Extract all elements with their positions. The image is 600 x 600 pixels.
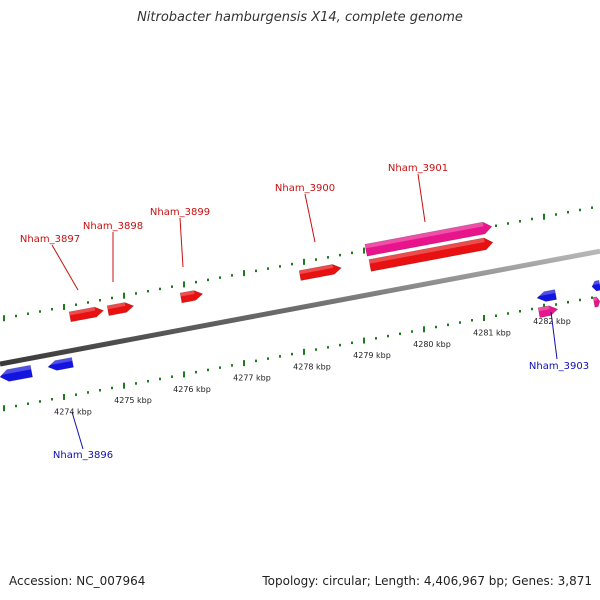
kbp-label: 4276 kbp xyxy=(173,385,211,394)
gene-edge-reverse-cds-shape xyxy=(591,279,600,292)
gene-nham-3901-cds xyxy=(368,237,494,272)
genome-stats: Topology: circular; Length: 4,406,967 bp… xyxy=(262,574,592,588)
gene-label-nham-3899: Nham_3899 xyxy=(150,207,210,218)
gene-label-nham-3898: Nham_3898 xyxy=(83,221,143,232)
kbp-label: 4278 kbp xyxy=(293,362,331,371)
leader-line-nham-3900 xyxy=(304,193,316,243)
gene-nham-3900-cds-highlight xyxy=(299,264,334,275)
gene-nham-3901-cds-shape xyxy=(368,237,494,272)
gene-nham-3903-cds-shape xyxy=(536,289,557,302)
gene-nham-3903-cds-highlight xyxy=(536,289,556,297)
gene-nham-3899-cds-highlight xyxy=(180,290,195,297)
gene-label-nham-3901: Nham_3901 xyxy=(388,163,448,174)
gene-edge-reverse-rna-highlight xyxy=(593,296,597,301)
leader-line-nham-3896 xyxy=(71,411,84,450)
map-title: Nitrobacter hamburgensis X14, complete g… xyxy=(137,10,463,25)
gene-nham-3900-cds xyxy=(298,264,342,281)
gene-nham-3899-cds xyxy=(179,290,204,304)
gene-nham-3898-cds-shape xyxy=(106,302,135,316)
gene-unnamed-reverse-cds-highlight xyxy=(47,357,73,366)
leader-line-nham-3901 xyxy=(417,173,426,223)
kbp-label: 4281 kbp xyxy=(473,329,511,338)
gene-nham-3903-rna-shape xyxy=(537,305,559,318)
leader-line-nham-3903 xyxy=(550,311,558,360)
gene-edge-reverse-rna xyxy=(592,296,600,308)
genome-backbone xyxy=(0,248,600,367)
kbp-label: 4279 kbp xyxy=(353,351,391,360)
leader-line-nham-3899 xyxy=(179,217,184,268)
gene-label-nham-3897: Nham_3897 xyxy=(20,234,80,245)
gene-edge-reverse-cds-highlight xyxy=(591,280,600,286)
gene-nham-3903-rna-highlight xyxy=(538,305,550,312)
gene-label-nham-3896: Nham_3896 xyxy=(53,450,113,461)
gene-unnamed-reverse-cds-shape xyxy=(47,357,74,371)
lower-tick-row xyxy=(3,296,593,412)
backbone-line xyxy=(0,248,600,367)
gene-nham-3903-rna xyxy=(537,305,559,318)
gene-edge-reverse-rna-shape xyxy=(592,296,600,308)
kbp-label: 4275 kbp xyxy=(114,396,152,405)
gene-nham-3897-cds-highlight xyxy=(69,307,96,316)
gene-nham-3901-rna-shape xyxy=(364,221,493,257)
gene-nham-3901-rna-highlight xyxy=(364,222,484,249)
gene-nham-3897-cds xyxy=(68,306,104,323)
gene-nham-3901-cds-highlight xyxy=(368,237,485,264)
gene-nham-3900-cds-shape xyxy=(298,264,342,281)
gene-nham-3903-cds xyxy=(536,289,557,302)
gene-nham-3896-cds-highlight xyxy=(0,365,32,376)
gene-edge-reverse-cds xyxy=(591,279,600,292)
kbp-label: 4280 kbp xyxy=(413,340,451,349)
gene-nham-3898-cds xyxy=(106,302,135,316)
gene-label-nham-3903: Nham_3903 xyxy=(529,361,589,372)
gene-nham-3898-cds-highlight xyxy=(107,302,126,310)
gene-nham-3897-cds-shape xyxy=(68,306,104,323)
accession-label: Accession: NC_007964 xyxy=(9,574,146,588)
leader-line-nham-3897 xyxy=(51,244,79,291)
gene-nham-3901-rna xyxy=(364,221,493,257)
kbp-label: 4282 kbp xyxy=(533,317,571,326)
gene-nham-3899-cds-shape xyxy=(179,290,204,304)
kbp-ruler: 4274 kbp 4275 kbp 4276 kbp 4277 kbp 4278 kbp… xyxy=(54,317,571,416)
gene-nham-3896-cds xyxy=(0,364,33,382)
gene-nham-3896-cds-shape xyxy=(0,364,33,382)
gene-unnamed-reverse-cds xyxy=(47,357,74,371)
kbp-label: 4274 kbp xyxy=(54,407,92,416)
kbp-label: 4277 kbp xyxy=(233,374,271,383)
gene-features xyxy=(0,221,600,382)
gene-label-nham-3900: Nham_3900 xyxy=(275,183,335,194)
